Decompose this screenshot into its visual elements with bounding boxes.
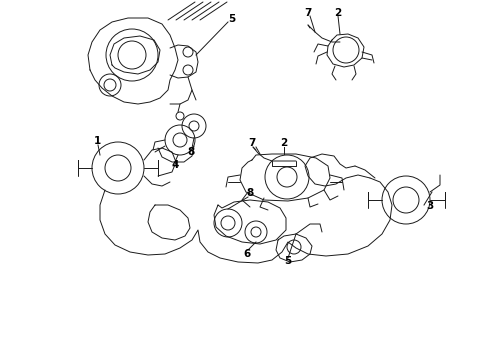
Text: 8: 8 bbox=[246, 188, 254, 198]
Text: 7: 7 bbox=[304, 8, 312, 18]
Text: 8: 8 bbox=[187, 147, 195, 157]
Text: 3: 3 bbox=[426, 201, 434, 211]
Text: 4: 4 bbox=[172, 160, 179, 170]
Text: 2: 2 bbox=[334, 8, 342, 18]
Text: 1: 1 bbox=[94, 136, 100, 146]
Text: 2: 2 bbox=[280, 138, 288, 148]
Text: 7: 7 bbox=[248, 138, 256, 148]
Text: 6: 6 bbox=[244, 249, 250, 259]
Text: 5: 5 bbox=[284, 256, 292, 266]
Text: 5: 5 bbox=[228, 14, 236, 24]
